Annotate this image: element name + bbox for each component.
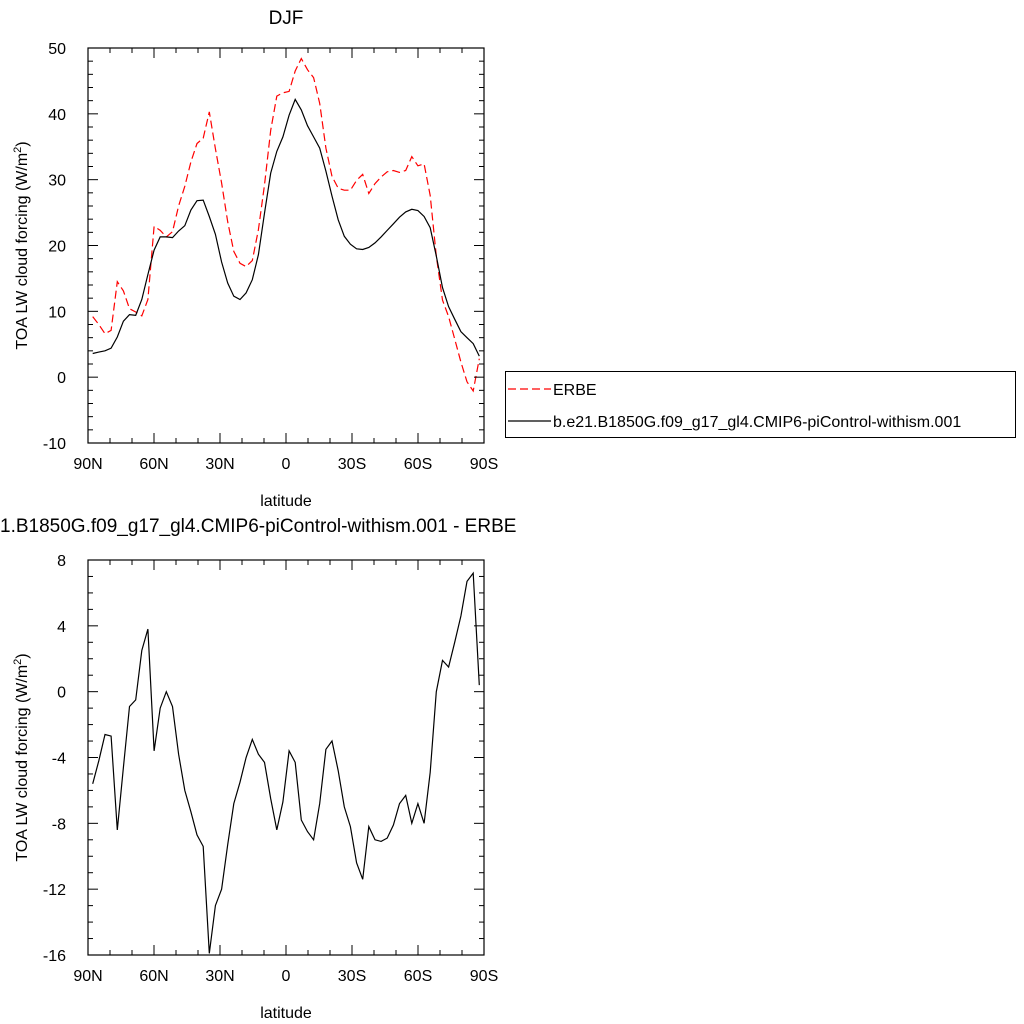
series-line-erbe (92, 57, 480, 393)
x-tick-label: 60S (404, 968, 432, 985)
x-tick-label: 30S (338, 968, 366, 985)
x-axis-label: latitude (260, 493, 312, 510)
x-tick-label: 90S (470, 968, 498, 985)
x-tick-label: 30S (338, 456, 366, 473)
y-tick-label: -10 (43, 436, 66, 453)
plot-frame (87, 559, 485, 956)
y-tick-label: 20 (48, 239, 66, 256)
y-tick-label: 4 (57, 619, 66, 636)
y-tick-label: 0 (57, 685, 66, 702)
series-line-model (92, 98, 480, 357)
y-tick-label: 30 (48, 173, 66, 190)
y-tick-label: -8 (52, 816, 66, 833)
x-tick-label: 30N (205, 456, 234, 473)
y-tick-label: -4 (52, 751, 66, 768)
y-axis-label: TOA LW cloud forcing (W/m2) (12, 141, 31, 349)
y-tick-label: -16 (43, 948, 66, 965)
legend-box (505, 371, 1016, 438)
x-tick-label: 0 (282, 456, 291, 473)
x-tick-label: 90N (73, 968, 102, 985)
y-axis-label: TOA LW cloud forcing (W/m2) (12, 653, 31, 861)
x-tick-label: 0 (282, 968, 291, 985)
x-tick-label: 60N (139, 456, 168, 473)
x-tick-label: 90N (73, 456, 102, 473)
y-tick-label: 50 (48, 41, 66, 58)
y-tick-label: 40 (48, 107, 66, 124)
legend: ERBE b.e21.B1850G.f09_g17_gl4.CMIP6-piCo… (505, 371, 1016, 438)
y-axis-label-superscript: 2 (12, 147, 24, 153)
panel-top-djf: 90N 60N 30N 0 30S 60S 90S -10 0 10 20 30 40 50 DJF lati… (12, 8, 498, 510)
panel-bottom-difference: 90N 60N 30N 0 30S 60S 90S -16 -12 -8 -4 0 4 8 1.B1850G… (0, 516, 516, 1022)
plot-frame (87, 47, 485, 444)
x-tick-label: 90S (470, 456, 498, 473)
x-tick-label: 60N (139, 968, 168, 985)
y-axis-label-text: TOA LW cloud forcing (W/m (14, 153, 31, 350)
x-tick-label: 60S (404, 456, 432, 473)
legend-label-erbe: ERBE (553, 382, 597, 399)
x-tick-label: 30N (205, 968, 234, 985)
y-axis-label-text: TOA LW cloud forcing (W/m (14, 665, 31, 862)
y-tick-label: 0 (57, 370, 66, 387)
y-axis-label-end: ) (14, 653, 31, 658)
x-axis-label: latitude (260, 1005, 312, 1022)
y-axis-label-superscript: 2 (12, 659, 24, 665)
y-tick-label: 10 (48, 304, 66, 321)
y-tick-label: -12 (43, 882, 66, 899)
y-tick-label: 8 (57, 553, 66, 570)
chart-title: DJF (269, 8, 304, 29)
series-line-difference (92, 571, 480, 954)
legend-label-model: b.e21.B1850G.f09_g17_gl4.CMIP6-piControl… (553, 414, 961, 431)
chart-title: 1.B1850G.f09_g17_gl4.CMIP6-piControl-wit… (0, 516, 516, 537)
y-axis-label-end: ) (14, 141, 31, 146)
